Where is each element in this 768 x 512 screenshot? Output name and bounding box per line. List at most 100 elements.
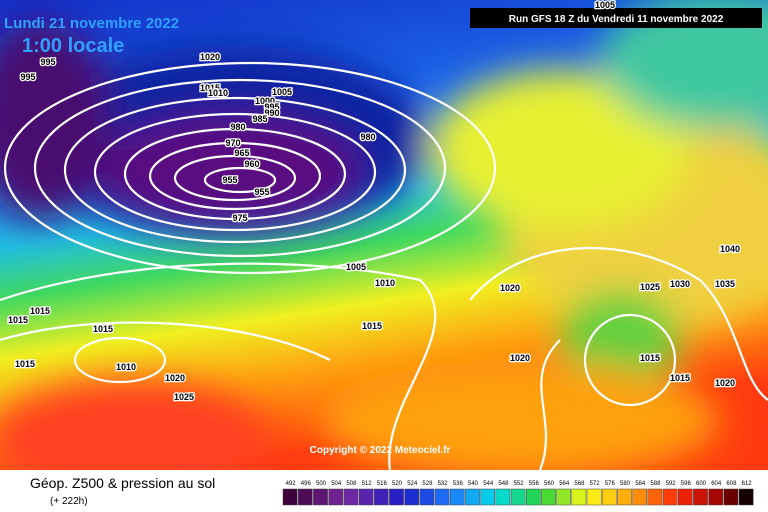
isobar-label: 1020 xyxy=(715,378,735,388)
legend-label: 540 xyxy=(468,481,479,487)
isobar-label: 980 xyxy=(360,132,375,142)
isobar-label: 995 xyxy=(20,72,35,82)
legend-swatch xyxy=(449,488,465,506)
date: Lundi 21 novembre 2022 xyxy=(4,15,179,32)
legend-swatch xyxy=(723,488,739,506)
legend-swatch xyxy=(465,488,480,506)
legend-label: 552 xyxy=(514,481,525,487)
legend-swatch xyxy=(693,488,708,506)
legend-swatch xyxy=(617,488,632,506)
isobar-label: 995 xyxy=(40,57,55,67)
local-time: 1:00 locale xyxy=(22,35,124,57)
isobar-label: 1020 xyxy=(165,373,185,383)
footer-title: Géop. Z500 & pression au sol xyxy=(30,475,215,491)
isobar-label: 1015 xyxy=(15,359,35,369)
isobar-label: 1025 xyxy=(174,392,194,402)
copyright: Copyright © 2022 Meteociel.fr xyxy=(310,445,451,456)
legend-swatch xyxy=(282,488,298,506)
legend-label: 516 xyxy=(377,481,388,487)
lead-time: (+ 222h) xyxy=(50,496,88,507)
isobar-label: 960 xyxy=(244,159,259,169)
legend-swatch xyxy=(708,488,724,506)
legend-swatch xyxy=(373,488,389,506)
legend-label: 524 xyxy=(407,481,418,487)
legend-label: 512 xyxy=(362,481,373,487)
legend-swatch xyxy=(738,488,754,506)
run-info: Run GFS 18 Z du Vendredi 11 novembre 202… xyxy=(509,14,724,25)
isobar-label: 1040 xyxy=(720,244,740,254)
legend-swatch xyxy=(343,488,359,506)
legend-label: 580 xyxy=(620,481,631,487)
legend-swatch xyxy=(586,488,602,506)
legend-label: 592 xyxy=(666,481,677,487)
legend-label: 500 xyxy=(316,481,327,487)
legend-label: 520 xyxy=(392,481,403,487)
legend-swatch xyxy=(677,488,693,506)
isobar-label: 1015 xyxy=(200,83,220,93)
legend-label: 504 xyxy=(331,481,342,487)
legend-label: 600 xyxy=(696,481,707,487)
legend-label: 492 xyxy=(286,481,297,487)
legend-swatch xyxy=(358,488,374,506)
legend-label: 588 xyxy=(650,481,661,487)
legend-swatch xyxy=(404,488,420,506)
isobar-label: 955 xyxy=(222,175,237,185)
legend-label: 564 xyxy=(559,481,570,487)
legend-swatch xyxy=(601,488,617,506)
legend-swatch xyxy=(647,488,663,506)
legend-label: 604 xyxy=(711,481,722,487)
legend-swatch xyxy=(495,488,511,506)
legend-swatch xyxy=(480,488,496,506)
map-area: Lundi 21 novembre 2022 1:00 locale Run G… xyxy=(0,0,768,470)
isobar-label: 1015 xyxy=(362,321,382,331)
legend-label: 596 xyxy=(681,481,692,487)
isobar-label: 975 xyxy=(232,213,247,223)
isobar-label: 985 xyxy=(252,114,267,124)
legend-label: 556 xyxy=(529,481,540,487)
legend-swatch xyxy=(510,488,526,506)
isobar-label: 1020 xyxy=(200,52,220,62)
isobar-label: 1010 xyxy=(208,88,228,98)
legend-swatch xyxy=(328,488,344,506)
run-box xyxy=(470,8,762,28)
isobar-label: 1005 xyxy=(346,262,366,272)
legend-label: 532 xyxy=(438,481,449,487)
legend-swatch xyxy=(419,488,435,506)
isobar-label: 1015 xyxy=(640,353,660,363)
legend-swatch xyxy=(556,488,572,506)
isobar-label: 1020 xyxy=(500,283,520,293)
legend-label: 560 xyxy=(544,481,555,487)
isobar-label: 1015 xyxy=(8,315,28,325)
isobar-label: 1000 xyxy=(255,96,275,106)
legend-swatch xyxy=(389,488,404,506)
isobar-label: 990 xyxy=(264,108,279,118)
legend-label: 548 xyxy=(498,481,509,487)
legend-swatch xyxy=(541,488,556,506)
isobar-label: 1020 xyxy=(510,353,530,363)
legend-swatch xyxy=(297,488,313,506)
isobar-label: 995 xyxy=(264,102,279,112)
isobar-label: 1025 xyxy=(640,282,660,292)
isobar-label: 1030 xyxy=(670,279,690,289)
isobar-label: 970 xyxy=(225,138,240,148)
legend-label: 508 xyxy=(346,481,357,487)
isobar-label: 1035 xyxy=(715,279,735,289)
isobar-label: 1015 xyxy=(30,306,50,316)
legend-label: 612 xyxy=(742,481,753,487)
legend-label: 496 xyxy=(301,481,312,487)
legend-swatch xyxy=(434,488,450,506)
isobar-label: 1015 xyxy=(670,373,690,383)
legend-swatch xyxy=(632,488,648,506)
isobar-label: 1010 xyxy=(116,362,136,372)
legend-label: 544 xyxy=(483,481,494,487)
legend-label: 568 xyxy=(574,481,585,487)
isobar-label: 1005 xyxy=(272,87,292,97)
legend-label: 608 xyxy=(726,481,737,487)
legend-swatch xyxy=(662,488,678,506)
legend-swatch xyxy=(313,488,328,506)
isobar-label: 980 xyxy=(230,122,245,132)
legend-label: 584 xyxy=(635,481,646,487)
legend-swatch xyxy=(571,488,587,506)
isobar-label: 1015 xyxy=(93,324,113,334)
